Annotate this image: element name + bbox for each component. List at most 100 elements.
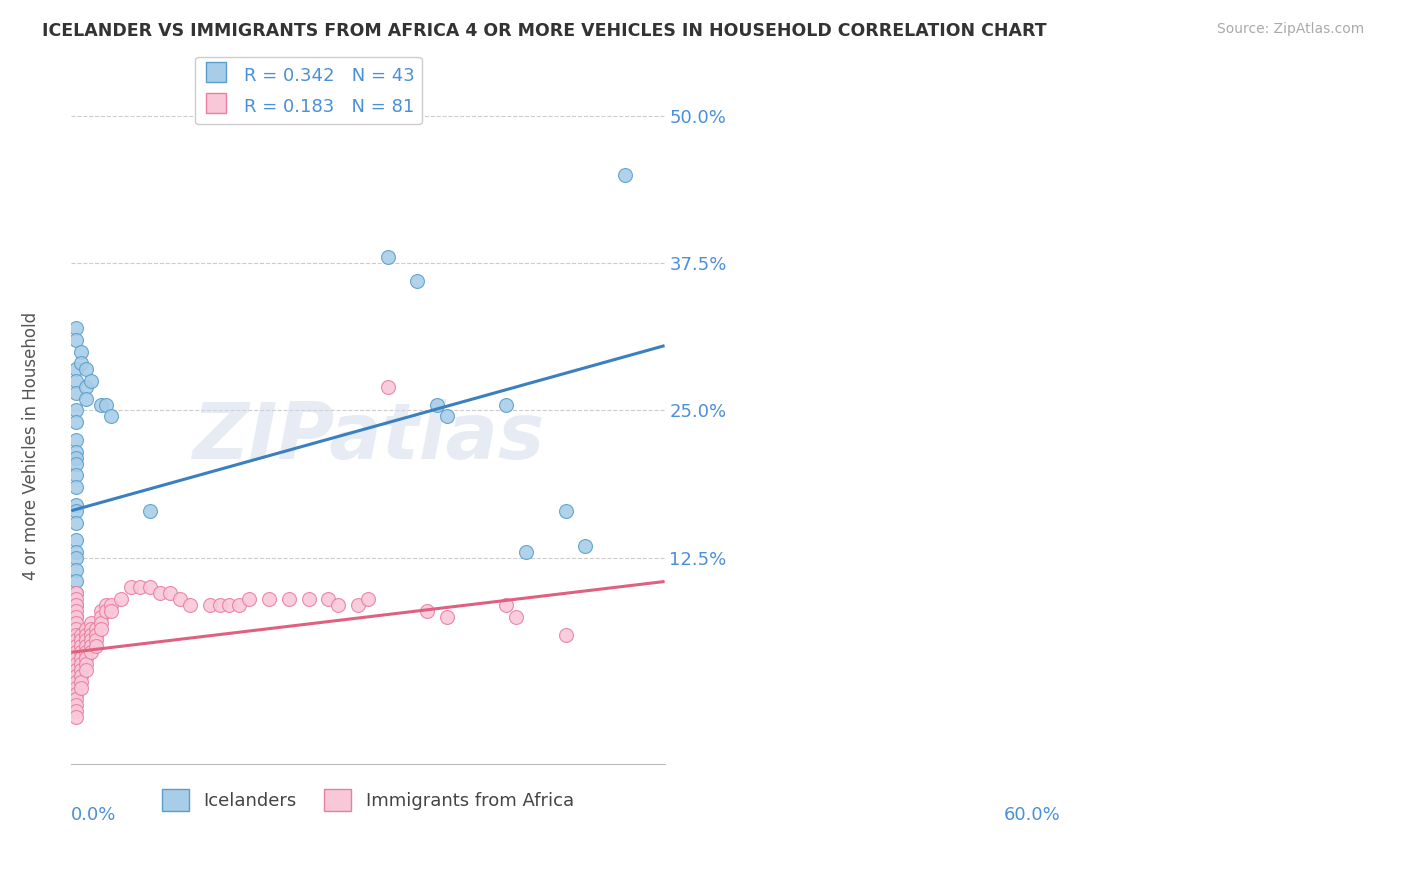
Point [65, 651, 87, 665]
Point [426, 398, 449, 412]
Point [65, 333, 87, 347]
Point [179, 598, 201, 612]
Point [218, 598, 240, 612]
Point [238, 592, 260, 607]
Point [65, 321, 87, 335]
Point [297, 592, 319, 607]
Point [70, 663, 93, 677]
Point [100, 409, 122, 424]
Text: ICELANDER VS IMMIGRANTS FROM AFRICA 4 OR MORE VEHICLES IN HOUSEHOLD CORRELATION : ICELANDER VS IMMIGRANTS FROM AFRICA 4 OR… [42, 22, 1047, 40]
Point [65, 533, 87, 548]
Text: 60.0%: 60.0% [1004, 806, 1060, 824]
Text: Source: ZipAtlas.com: Source: ZipAtlas.com [1216, 22, 1364, 37]
Point [139, 581, 162, 595]
Point [65, 468, 87, 483]
Text: 0.0%: 0.0% [72, 806, 117, 824]
Point [406, 274, 429, 288]
Point [90, 604, 112, 618]
Point [110, 592, 132, 607]
Point [149, 586, 172, 600]
Point [65, 433, 87, 447]
Point [159, 586, 181, 600]
Point [75, 362, 97, 376]
Point [65, 692, 87, 706]
Point [65, 622, 87, 636]
Point [65, 645, 87, 659]
Point [120, 581, 142, 595]
Point [100, 604, 122, 618]
Point [228, 598, 250, 612]
Point [70, 356, 93, 370]
Point [80, 633, 103, 648]
Point [377, 250, 399, 264]
Point [347, 598, 370, 612]
Point [328, 598, 350, 612]
Point [208, 598, 231, 612]
Point [65, 704, 87, 718]
Point [65, 698, 87, 713]
Point [554, 504, 576, 518]
Point [80, 615, 103, 630]
Point [65, 516, 87, 530]
Point [70, 657, 93, 671]
Point [75, 622, 97, 636]
Point [436, 409, 458, 424]
Point [84, 633, 107, 648]
Point [139, 504, 162, 518]
Point [65, 574, 87, 589]
Point [377, 380, 399, 394]
Point [574, 539, 596, 553]
Point [65, 480, 87, 494]
Point [65, 615, 87, 630]
Point [65, 450, 87, 465]
Point [94, 604, 117, 618]
Point [70, 669, 93, 683]
Point [65, 669, 87, 683]
Point [75, 640, 97, 654]
Point [75, 663, 97, 677]
Point [65, 374, 87, 388]
Point [84, 622, 107, 636]
Point [65, 681, 87, 695]
Point [75, 627, 97, 641]
Point [75, 651, 97, 665]
Point [614, 168, 637, 182]
Point [70, 627, 93, 641]
Point [65, 362, 87, 376]
Point [554, 627, 576, 641]
Point [80, 645, 103, 659]
Point [65, 657, 87, 671]
Point [65, 563, 87, 577]
Point [80, 622, 103, 636]
Point [65, 586, 87, 600]
Point [436, 610, 458, 624]
Point [277, 592, 299, 607]
Point [65, 504, 87, 518]
Point [84, 640, 107, 654]
Point [65, 586, 87, 600]
Point [495, 598, 517, 612]
Point [75, 645, 97, 659]
Point [495, 398, 517, 412]
Point [75, 380, 97, 394]
Point [70, 633, 93, 648]
Point [65, 550, 87, 565]
Point [65, 674, 87, 689]
Point [65, 457, 87, 471]
Point [65, 663, 87, 677]
Point [90, 622, 112, 636]
Point [80, 640, 103, 654]
Point [90, 610, 112, 624]
Point [65, 633, 87, 648]
Legend: Icelanders, Immigrants from Africa: Icelanders, Immigrants from Africa [155, 781, 581, 818]
Point [70, 640, 93, 654]
Point [257, 592, 280, 607]
Point [90, 398, 112, 412]
Point [80, 374, 103, 388]
Point [129, 581, 152, 595]
Point [357, 592, 380, 607]
Point [65, 598, 87, 612]
Point [65, 545, 87, 559]
Point [70, 645, 93, 659]
Point [100, 598, 122, 612]
